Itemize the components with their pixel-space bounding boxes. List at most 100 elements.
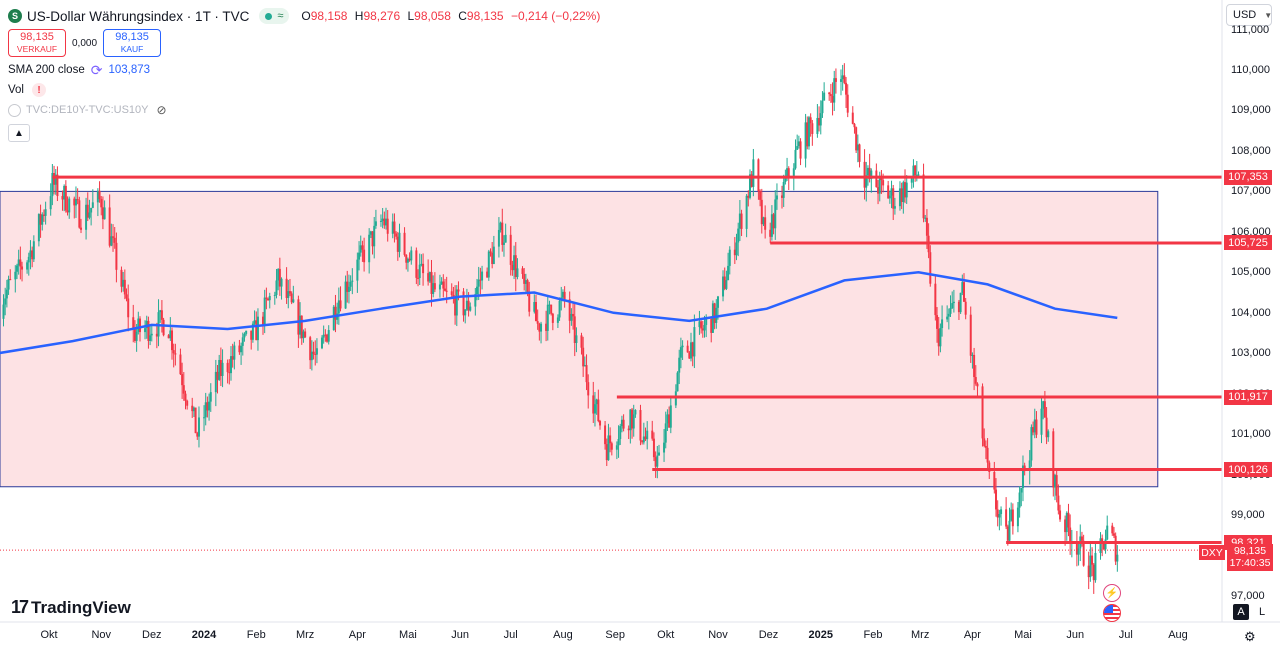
sma200-line[interactable] — [0, 271, 1118, 355]
buy-button[interactable]: 98,135 KAUF — [103, 29, 162, 57]
candle — [1077, 543, 1080, 566]
range-zone-rectangle[interactable] — [0, 190, 1159, 488]
lightning-icon[interactable]: ⚡ — [1103, 584, 1121, 602]
candle — [818, 106, 821, 132]
candle — [208, 393, 211, 421]
candle — [172, 343, 175, 368]
candle — [31, 246, 34, 268]
chevron-up-icon[interactable]: ▲ — [8, 124, 30, 142]
candle — [797, 135, 800, 149]
candle — [971, 352, 974, 369]
volume-label: Vol — [8, 84, 24, 96]
candle — [339, 286, 342, 312]
sma-indicator-row[interactable]: SMA 200 close ⟳ 103,873 — [8, 60, 600, 80]
candle — [455, 285, 458, 327]
volume-indicator-row[interactable]: Vol ! — [8, 80, 600, 100]
candle — [501, 208, 504, 252]
candle — [125, 288, 128, 302]
candle — [155, 322, 158, 349]
candle — [632, 404, 635, 437]
candle — [939, 323, 942, 353]
gear-icon[interactable]: ⚙ — [1244, 629, 1256, 644]
candle — [934, 274, 937, 321]
warning-icon[interactable]: ! — [32, 83, 46, 97]
candle — [373, 216, 376, 259]
time-tick-label: Dez — [142, 629, 162, 641]
candle — [479, 267, 482, 295]
candle — [1106, 515, 1109, 541]
candle — [669, 398, 672, 434]
candle — [681, 340, 684, 360]
candle — [408, 252, 411, 262]
candle — [654, 451, 657, 478]
us-flag-icon[interactable] — [1103, 604, 1121, 622]
candle — [509, 226, 512, 276]
candle — [540, 321, 543, 344]
candle — [243, 332, 246, 342]
candle — [502, 235, 505, 257]
refresh-icon[interactable]: ⟳ — [90, 61, 103, 78]
candle — [1094, 541, 1097, 583]
candle — [351, 268, 354, 295]
time-tick-label: Feb — [863, 629, 883, 641]
candle — [29, 240, 32, 270]
tradingview-logo[interactable]: 17 TradingView — [11, 597, 131, 618]
candle — [976, 382, 979, 398]
auto-scale-button[interactable]: A — [1233, 604, 1249, 620]
candle — [769, 222, 772, 244]
candle — [833, 70, 836, 111]
candle — [887, 180, 890, 199]
sell-button[interactable]: 98,135 VERKAUF — [8, 29, 66, 57]
candle — [337, 287, 340, 325]
candle — [575, 327, 578, 353]
candle — [668, 406, 671, 428]
candle — [64, 180, 67, 213]
time-tick-label: Mai — [1014, 629, 1032, 641]
time-tick-label: Nov — [91, 629, 112, 641]
candle — [122, 271, 125, 292]
candle — [1112, 527, 1115, 539]
candle — [1020, 487, 1023, 507]
price-tick-label: 105,000 — [1231, 266, 1271, 279]
candle — [725, 270, 728, 291]
candle — [113, 226, 116, 249]
compare-symbol-row[interactable]: TVC:DE10Y-TVC:US10Y ⊘ — [8, 100, 600, 120]
candle — [1005, 497, 1008, 530]
candle — [843, 63, 846, 85]
symbol-badge[interactable]: S — [8, 9, 22, 23]
time-tick-label: Jul — [503, 629, 518, 641]
candle — [356, 252, 359, 293]
candle — [855, 126, 858, 154]
symbol-title[interactable]: US-Dollar Währungsindex · 1T · TVC — [27, 8, 250, 24]
sell-label: VERKAUF — [16, 44, 58, 54]
candle — [492, 235, 495, 265]
candle — [572, 303, 575, 330]
candle — [324, 329, 327, 342]
market-status-pill[interactable]: ≈ — [259, 8, 290, 24]
candle — [361, 240, 364, 262]
log-scale-button[interactable]: L — [1258, 606, 1266, 618]
candle — [63, 184, 66, 212]
candle — [181, 362, 184, 399]
candle — [358, 241, 361, 271]
candle — [27, 252, 30, 276]
hidden-eye-icon[interactable]: ⊘ — [156, 103, 167, 117]
currency-selector[interactable]: USD ▼ — [1226, 4, 1272, 26]
candle — [7, 275, 10, 295]
candle — [216, 365, 219, 394]
candle — [959, 292, 962, 315]
candle — [39, 204, 42, 238]
candle — [1111, 522, 1114, 536]
candle — [804, 113, 807, 168]
current-price-tag: 98,135 17:40:35 — [1227, 544, 1273, 571]
candle — [310, 340, 313, 371]
candle — [138, 316, 141, 342]
candle — [534, 294, 537, 322]
candle — [144, 320, 147, 340]
candle — [56, 166, 59, 202]
time-tick-label: Apr — [348, 629, 366, 641]
candle — [86, 192, 89, 222]
candle — [32, 235, 35, 263]
candle — [770, 205, 773, 241]
